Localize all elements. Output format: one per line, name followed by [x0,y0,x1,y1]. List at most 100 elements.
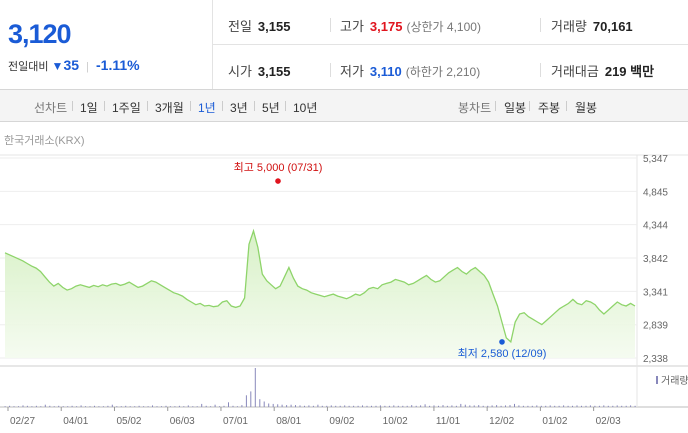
volume-bar [375,405,377,407]
volume-bar [31,406,33,407]
volume-bar [272,403,274,407]
volume-bar [143,406,145,407]
volume-legend-swatch [656,376,658,384]
volume-bar [621,405,623,407]
volume-bar [161,406,162,407]
volume-bar [44,404,46,407]
y-tick-label: 3,341 [643,287,668,298]
volume-bar [589,405,591,407]
tab-daily[interactable]: 일봉 [504,101,527,115]
volume-bar [339,405,341,407]
x-tick-label: 10/02 [383,416,408,427]
volume-bar [634,405,636,407]
volume-bar [438,405,439,407]
open-value: 3,155 [257,64,291,79]
tab-weekly[interactable]: 주봉 [538,101,561,115]
volume-bar [254,368,256,407]
tab-5y[interactable]: 5년 [262,101,280,115]
tab-3y[interactable]: 3년 [230,101,248,115]
volume-bar [250,391,252,407]
x-tick-label: 06/03 [170,416,195,427]
volume-bar [165,405,167,407]
volume-bar [433,405,435,407]
tab-1d[interactable]: 1일 [80,101,98,115]
volume-bar [473,405,475,407]
current-price: 3,120 [8,19,72,49]
volume-bar [518,405,520,407]
volume-bar [102,406,104,407]
tab-3m[interactable]: 3개월 [155,101,184,115]
volume-bar [549,405,551,407]
change-value: 35 [63,57,80,73]
volume-bar [210,406,212,407]
min-point-marker [499,339,505,345]
high-label: 고가 [340,19,364,34]
line-chart-label: 선차트 [34,101,68,115]
volume-bar [572,405,573,407]
tab-1y[interactable]: 1년 [198,101,216,115]
volume-bar [245,395,247,407]
volume-bar [460,403,462,407]
x-tick-label: 04/01 [63,416,88,427]
volume-bar [196,406,198,407]
volume-bar [429,405,431,407]
volume-bar [192,406,194,407]
y-tick-label: 4,845 [643,187,668,198]
volume-bar [80,405,82,407]
volume-bar [236,406,238,407]
volume-bar [281,404,283,407]
tab-10y[interactable]: 10년 [293,101,318,115]
divider [529,101,530,111]
volume-bar [491,405,493,407]
volume-bar [299,405,301,407]
volume-bar [259,399,261,407]
volume-bar [53,406,55,407]
divider [104,101,105,111]
volume-bar [371,405,372,407]
volume-bar [228,402,229,407]
volume-bar [397,405,399,407]
divider: | [86,61,89,73]
volume-bar [585,405,587,407]
volume-bar [505,405,506,407]
volume-bar [169,406,171,407]
volume-bar [527,405,529,407]
tab-monthly[interactable]: 월봉 [575,101,598,115]
volume-bar [330,405,332,407]
low-label: 저가 [340,64,364,79]
volume-bar [129,406,131,407]
volume-bar [326,405,328,407]
volume-bar [76,406,78,407]
volume-bar [26,405,28,407]
volume-bar [178,405,180,407]
volume-bar [616,405,618,407]
volume-bar [263,401,265,407]
volume-bar [540,405,542,407]
volume-value: 70,161 [592,19,633,34]
open-stat: 시가 3,155 [228,61,290,80]
volume-bar [223,405,225,407]
volume-bar [509,405,511,408]
volume-bar [500,405,502,407]
max-annotation: 최고 5,000 (07/31) [234,161,323,174]
volume-bar [98,406,100,407]
prev-close-value: 3,155 [257,19,291,34]
volume-bar [482,405,484,407]
volume-bar [478,405,480,408]
y-tick-label: 3,842 [643,254,668,265]
high-value: 3,175 [369,19,403,34]
volume-stat: 거래량 70,161 [551,16,633,35]
volume-bar [35,405,37,407]
volume-bar [388,405,390,407]
volume-bar [581,405,582,407]
volume-bar [219,406,221,407]
upper-limit: (상한가 4,100) [406,20,481,34]
x-tick-label: 02/03 [596,416,621,427]
divider [330,18,331,32]
volume-bar [89,406,91,407]
volume-label: 거래량 [551,19,587,34]
volume-bar [514,403,515,407]
volume-bar [125,405,127,407]
tab-1w[interactable]: 1주일 [112,101,141,115]
volume-bar [152,405,153,407]
